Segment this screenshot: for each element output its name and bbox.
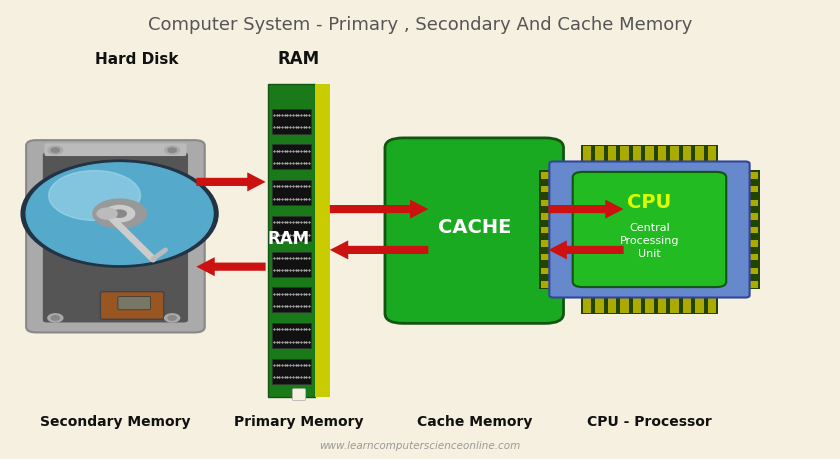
Bar — [272, 323, 311, 348]
Bar — [541, 213, 581, 219]
Bar — [315, 84, 330, 397]
Circle shape — [105, 206, 134, 222]
Text: Computer System - Primary , Secondary And Cache Memory: Computer System - Primary , Secondary An… — [148, 17, 692, 34]
Bar — [581, 295, 718, 314]
Text: Cache Memory: Cache Memory — [417, 415, 532, 429]
Bar — [683, 146, 691, 162]
Bar — [541, 200, 581, 206]
Text: CACHE: CACHE — [438, 218, 511, 237]
FancyArrow shape — [330, 241, 428, 259]
Text: Central
Processing
Unit: Central Processing Unit — [620, 223, 680, 259]
Text: CPU: CPU — [627, 193, 672, 212]
Bar — [583, 297, 591, 313]
Bar — [596, 146, 604, 162]
Circle shape — [21, 160, 218, 267]
Bar — [272, 252, 311, 276]
FancyArrow shape — [330, 200, 428, 218]
Circle shape — [51, 148, 60, 152]
FancyBboxPatch shape — [101, 291, 164, 319]
Bar — [272, 180, 311, 205]
Bar — [541, 281, 581, 287]
Bar — [718, 281, 758, 287]
Text: CPU - Processor: CPU - Processor — [587, 415, 711, 429]
Bar — [658, 146, 666, 162]
Bar — [272, 109, 311, 134]
Bar — [696, 297, 704, 313]
Bar — [718, 227, 758, 233]
FancyBboxPatch shape — [45, 143, 186, 156]
Bar — [596, 297, 604, 313]
FancyBboxPatch shape — [26, 140, 205, 332]
Bar — [581, 145, 718, 164]
Circle shape — [26, 163, 213, 264]
Bar — [670, 146, 679, 162]
Bar — [272, 216, 311, 241]
Bar — [718, 186, 758, 192]
Bar — [541, 268, 581, 274]
Bar — [645, 297, 654, 313]
Bar — [272, 359, 311, 384]
Bar — [539, 170, 581, 289]
Bar — [683, 297, 691, 313]
Bar — [718, 213, 758, 219]
FancyBboxPatch shape — [573, 172, 727, 287]
Circle shape — [93, 199, 146, 228]
Bar — [718, 241, 758, 247]
Bar — [541, 227, 581, 233]
Bar — [272, 145, 311, 169]
Bar — [645, 146, 654, 162]
Bar — [620, 297, 628, 313]
Circle shape — [113, 210, 126, 217]
Bar — [268, 84, 315, 397]
FancyBboxPatch shape — [549, 162, 749, 297]
Circle shape — [48, 146, 63, 154]
FancyBboxPatch shape — [385, 138, 564, 323]
Bar — [658, 297, 666, 313]
Bar — [633, 297, 641, 313]
Bar — [708, 146, 717, 162]
FancyArrow shape — [549, 241, 623, 259]
Bar — [633, 146, 641, 162]
Bar — [718, 254, 758, 260]
Circle shape — [51, 316, 60, 320]
Text: www.learncomputerscienceonline.com: www.learncomputerscienceonline.com — [319, 441, 521, 451]
Bar — [608, 146, 616, 162]
Circle shape — [97, 208, 117, 219]
Bar — [718, 173, 758, 179]
Bar — [541, 186, 581, 192]
Bar — [272, 287, 311, 312]
Bar — [718, 170, 759, 289]
FancyArrow shape — [549, 200, 623, 218]
Text: RAM: RAM — [268, 230, 310, 247]
Bar — [541, 254, 581, 260]
Bar — [718, 268, 758, 274]
Bar — [541, 173, 581, 179]
Circle shape — [165, 146, 180, 154]
Text: Primary Memory: Primary Memory — [234, 415, 364, 429]
FancyArrow shape — [197, 173, 265, 191]
Bar — [608, 297, 616, 313]
Circle shape — [48, 314, 63, 322]
Bar — [718, 200, 758, 206]
Circle shape — [168, 316, 176, 320]
Circle shape — [168, 148, 176, 152]
Bar — [583, 146, 591, 162]
Bar — [696, 146, 704, 162]
Text: Hard Disk: Hard Disk — [95, 52, 178, 67]
FancyBboxPatch shape — [118, 297, 150, 310]
Text: Secondary Memory: Secondary Memory — [40, 415, 191, 429]
FancyArrow shape — [197, 257, 265, 276]
Circle shape — [165, 314, 180, 322]
Text: RAM: RAM — [278, 50, 320, 68]
FancyBboxPatch shape — [292, 389, 306, 400]
Bar — [670, 297, 679, 313]
Circle shape — [49, 171, 140, 220]
FancyBboxPatch shape — [43, 152, 188, 323]
Bar — [541, 241, 581, 247]
Bar — [708, 297, 717, 313]
Bar — [620, 146, 628, 162]
